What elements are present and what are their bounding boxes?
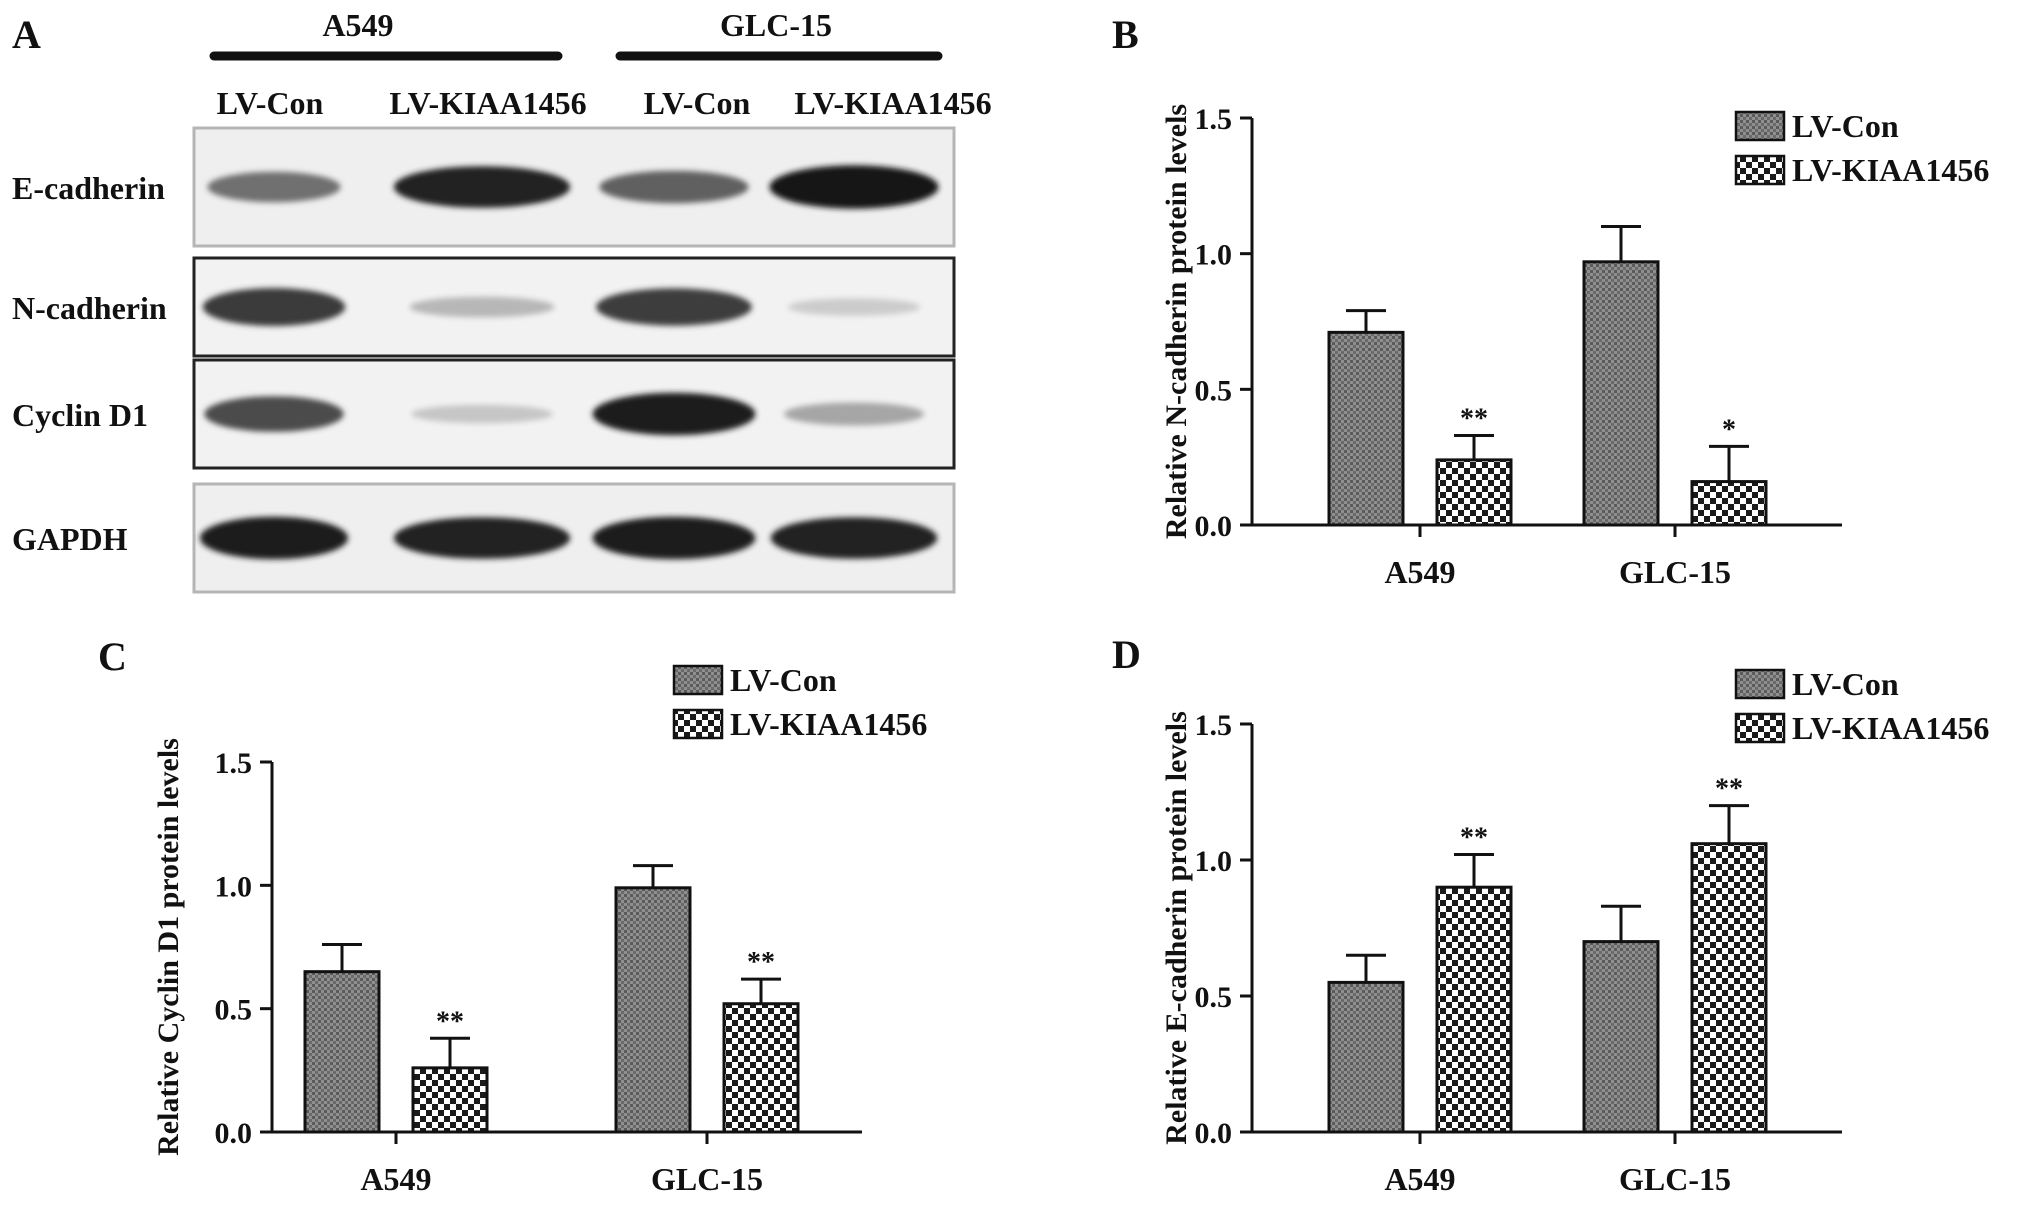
y-tick-label: 1.5 [1195,709,1233,742]
bar [722,1002,800,1134]
legend-swatch [1734,110,1786,142]
bar [614,886,692,1134]
blot-band [202,288,346,326]
x-tick-label: GLC-15 [1619,1161,1731,1197]
blot-band [409,296,555,318]
blot-band [411,404,553,424]
blot-row-label: N-cadherin [12,290,167,326]
blot-band [596,288,752,326]
blot-band [770,517,938,559]
y-tick-label: 0.0 [215,1117,253,1150]
x-tick-label: A549 [1384,1161,1455,1197]
panel-letter-a: A [12,12,41,57]
bar [1435,885,1513,1134]
blot-band [787,298,921,316]
blot-band [207,171,341,203]
lane-label: LV-KIAA1456 [389,85,586,121]
y-tick-label: 0.0 [1195,510,1233,543]
y-tick-label: 1.5 [1195,103,1233,136]
bar [1690,842,1768,1134]
y-tick-label: 1.0 [215,870,253,903]
panel-letter-d: D [1112,632,1141,677]
cell-line-label-glc15: GLC-15 [720,7,832,43]
cell-line-label-a549: A549 [322,7,393,43]
bar [411,1066,489,1134]
legend-label: LV-Con [730,662,837,698]
legend-swatch [672,664,724,696]
significance-label: * [1722,414,1736,445]
panel-letter-c: C [98,634,127,679]
legend-label: LV-Con [1792,666,1899,702]
blot-band [204,396,344,432]
y-tick-label: 1.0 [1195,239,1233,272]
bar [1435,458,1513,527]
x-tick-label: GLC-15 [1619,554,1731,590]
bar [1690,480,1768,527]
lane-label: LV-Con [644,85,751,121]
y-axis-label: Relative E-cadherin protein levels [1160,711,1193,1145]
y-axis-label: Relative Cyclin D1 protein levels [152,738,185,1156]
blot-band [783,402,925,426]
blot-band [393,517,571,559]
blot-band [599,170,749,204]
bar [1327,330,1405,527]
significance-label: ** [1460,403,1488,434]
legend-label: LV-KIAA1456 [1792,152,1989,188]
legend-swatch [1734,154,1786,186]
x-tick-label: GLC-15 [651,1161,763,1197]
y-tick-label: 0.5 [1195,374,1233,407]
bar [1327,980,1405,1134]
blot-band [592,392,756,436]
legend-label: LV-KIAA1456 [1792,710,1989,746]
significance-label: ** [747,947,775,978]
x-tick-label: A549 [1384,554,1455,590]
panel-letter-b: B [1112,12,1139,57]
legend-label: LV-KIAA1456 [730,706,927,742]
legend-swatch [1734,712,1786,744]
legend-swatch [672,708,724,740]
y-tick-label: 1.0 [1195,845,1233,878]
legend-label: LV-Con [1792,108,1899,144]
bar [1582,940,1660,1134]
bar [303,970,381,1134]
significance-label: ** [1715,774,1743,805]
significance-label: ** [436,1006,464,1037]
y-tick-label: 0.0 [1195,1117,1233,1150]
y-axis-label: Relative N-cadherin protein levels [1160,104,1193,539]
blot-row-label: E-cadherin [12,170,165,206]
panel-c: C 0.0 0.5 1.0 1.5 Relative Cyclin D1 protein… [98,634,927,1197]
legend-swatch [1734,668,1786,700]
blot-band [769,165,939,209]
bar [1582,260,1660,527]
y-tick-label: 0.5 [215,994,253,1027]
blot-band [592,516,756,560]
panel-a: A A549 GLC-15 LV-Con LV-KIAA1456 LV-Con … [12,7,992,594]
lane-label: LV-KIAA1456 [794,85,991,121]
blot-row-label: GAPDH [12,521,128,557]
blot-band [199,516,349,560]
y-tick-label: 1.5 [215,747,253,780]
significance-label: ** [1460,823,1488,854]
blot-row-label: Cyclin D1 [12,397,148,433]
y-tick-label: 0.5 [1195,981,1233,1014]
x-tick-label: A549 [360,1161,431,1197]
blot-band [393,166,571,208]
lane-label: LV-Con [217,85,324,121]
